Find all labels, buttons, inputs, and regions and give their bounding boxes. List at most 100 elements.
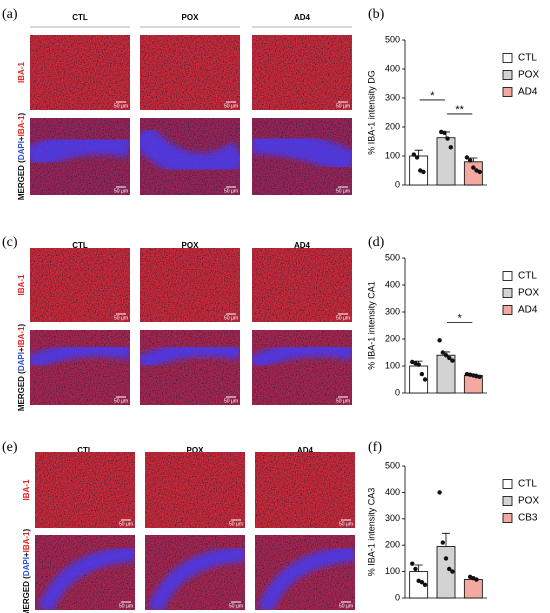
row-label-part: MERGED ( bbox=[22, 576, 31, 613]
legend-swatch bbox=[502, 479, 513, 489]
y-tick-label: 400 bbox=[385, 487, 400, 497]
data-point bbox=[450, 358, 455, 363]
micrograph-signal bbox=[35, 452, 135, 528]
y-tick-label: 300 bbox=[385, 92, 400, 102]
row-label: MERGED (DAPI+IBA-1) bbox=[17, 112, 26, 200]
data-point bbox=[448, 145, 453, 150]
y-tick-label: 0 bbox=[395, 179, 400, 189]
row-label-part: IBA-1 bbox=[17, 274, 26, 295]
y-tick-label: 400 bbox=[385, 279, 400, 289]
dapi-layer bbox=[255, 535, 355, 610]
dapi-band bbox=[140, 340, 240, 372]
legend-label: CTL bbox=[518, 479, 537, 490]
legend-swatch bbox=[502, 513, 513, 523]
legend-label: AD4 bbox=[518, 305, 538, 316]
legend-label: CTL bbox=[518, 271, 537, 282]
dapi-layer bbox=[35, 535, 135, 610]
data-point bbox=[467, 158, 473, 163]
data-point bbox=[416, 362, 421, 367]
panel-label: (d) bbox=[368, 235, 385, 250]
significance-label: ** bbox=[455, 104, 464, 116]
row-label-part: + bbox=[22, 552, 31, 557]
column-header: CTL bbox=[72, 13, 88, 22]
data-point bbox=[440, 350, 445, 355]
dapi-layer bbox=[140, 330, 240, 405]
row-label-part: + bbox=[17, 136, 26, 141]
dapi-band bbox=[252, 128, 352, 177]
legend-label: POX bbox=[518, 70, 539, 81]
scale-bar-label: 50 µm bbox=[119, 521, 133, 527]
y-tick-label: 300 bbox=[385, 306, 400, 316]
row-label-part: ) bbox=[17, 323, 26, 326]
legend-label: POX bbox=[518, 496, 539, 507]
dapi-band bbox=[37, 545, 135, 610]
micrograph-signal bbox=[145, 452, 245, 528]
data-point bbox=[447, 566, 452, 572]
column-header: AD4 bbox=[294, 13, 311, 22]
y-tick-label: 100 bbox=[385, 566, 400, 576]
y-tick-label: 200 bbox=[385, 333, 400, 343]
column-header: CTL bbox=[77, 446, 93, 455]
micrograph-signal bbox=[255, 452, 355, 528]
data-point bbox=[422, 582, 428, 587]
scale-bar-label: 50 µm bbox=[224, 315, 238, 321]
y-tick-label: 500 bbox=[385, 252, 400, 262]
data-point bbox=[477, 169, 482, 175]
micrograph-signal bbox=[30, 248, 130, 322]
scale-bar-label: 50 µm bbox=[336, 398, 350, 404]
row-label-part: IBA-1 bbox=[17, 326, 26, 347]
data-point bbox=[464, 155, 470, 160]
row-label-part: IBA-1 bbox=[17, 62, 26, 83]
significance-label: * bbox=[458, 312, 463, 324]
data-point bbox=[414, 155, 420, 160]
micrograph-signal bbox=[252, 35, 352, 110]
data-point bbox=[410, 561, 415, 566]
y-tick-label: 200 bbox=[385, 121, 400, 131]
scale-bar-label: 50 µm bbox=[224, 103, 238, 109]
scale-bar-label: 50 µm bbox=[336, 103, 350, 109]
row-label: IBA-1 bbox=[17, 62, 26, 83]
error-bar bbox=[414, 149, 423, 156]
data-point bbox=[440, 540, 445, 545]
column-header: CTL bbox=[72, 241, 88, 250]
dapi-layer bbox=[30, 118, 130, 195]
y-axis-label: % IBA-1 intensity CA3 bbox=[366, 488, 376, 577]
row-label-part: DAPI bbox=[17, 352, 26, 371]
data-point bbox=[442, 130, 447, 135]
dapi-band bbox=[257, 545, 355, 610]
scale-bar-label: 50 µm bbox=[336, 188, 350, 194]
y-tick-label: 300 bbox=[385, 513, 400, 523]
dapi-layer bbox=[252, 330, 352, 405]
y-tick-label: 0 bbox=[395, 592, 400, 602]
legend-swatch bbox=[502, 305, 513, 315]
micrograph-signal bbox=[30, 35, 130, 110]
data-point bbox=[419, 371, 425, 377]
scale-bar-label: 50 µm bbox=[119, 603, 133, 609]
scale-bar-label: 50 µm bbox=[224, 398, 238, 404]
row-label-part: MERGED ( bbox=[17, 371, 26, 411]
column-header: POX bbox=[182, 13, 200, 22]
legend-label: CTL bbox=[518, 53, 537, 64]
error-bar bbox=[469, 157, 478, 162]
data-point bbox=[474, 577, 479, 582]
dapi-band bbox=[30, 340, 130, 372]
y-tick-label: 400 bbox=[385, 63, 400, 73]
scale-bar-label: 50 µm bbox=[114, 398, 128, 404]
row-label-part: IBA-1 bbox=[22, 479, 31, 500]
micrograph-signal bbox=[140, 248, 240, 322]
scale-bar-label: 50 µm bbox=[339, 603, 353, 609]
data-point bbox=[477, 374, 482, 379]
legend-swatch bbox=[502, 53, 513, 63]
y-tick-label: 200 bbox=[385, 540, 400, 550]
row-label-part: IBA-1 bbox=[17, 115, 26, 136]
panel-label: (a) bbox=[2, 7, 18, 22]
dapi-band bbox=[30, 128, 130, 172]
legend-label: POX bbox=[518, 288, 539, 299]
column-header: AD4 bbox=[297, 446, 314, 455]
data-point bbox=[437, 338, 442, 343]
scale-bar-label: 50 µm bbox=[336, 315, 350, 321]
data-point bbox=[413, 566, 418, 572]
column-header: POX bbox=[182, 241, 200, 250]
scale-bar-label: 50 µm bbox=[224, 188, 238, 194]
